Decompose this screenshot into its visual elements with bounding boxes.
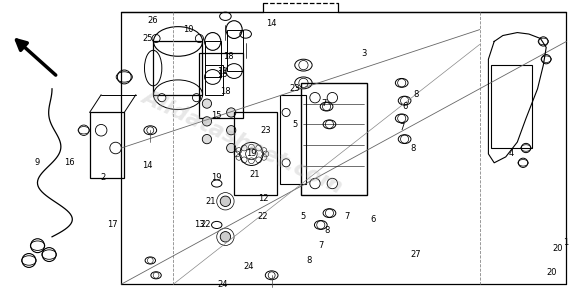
Circle shape [227, 143, 236, 153]
Text: 20: 20 [547, 268, 557, 277]
Bar [280, 95, 306, 184]
Text: 12: 12 [258, 194, 268, 203]
Text: 19: 19 [212, 173, 222, 182]
Bar [90, 112, 124, 178]
Text: 6: 6 [370, 215, 376, 223]
Circle shape [220, 196, 231, 207]
Text: 9: 9 [35, 158, 40, 167]
Text: 23: 23 [261, 126, 271, 135]
Text: 15: 15 [217, 70, 228, 78]
Text: 18: 18 [220, 87, 231, 96]
Text: 7: 7 [344, 212, 350, 221]
Bar [491, 65, 532, 148]
Circle shape [202, 117, 212, 126]
Text: 14: 14 [142, 161, 153, 170]
Text: 5: 5 [301, 212, 306, 221]
Text: 4: 4 [509, 149, 514, 158]
Text: 24: 24 [217, 280, 228, 289]
Text: 21: 21 [206, 197, 216, 206]
Text: 7: 7 [399, 123, 405, 132]
Text: 5: 5 [292, 120, 298, 129]
Text: 17: 17 [108, 221, 118, 229]
Text: 22: 22 [258, 212, 268, 221]
Text: 14: 14 [266, 19, 277, 28]
Text: 23: 23 [290, 84, 300, 93]
Bar [205, 65, 223, 95]
Text: 11: 11 [217, 67, 228, 75]
Text: 16: 16 [64, 158, 75, 167]
Bar [301, 83, 367, 195]
Text: 18: 18 [223, 52, 234, 61]
Text: 7: 7 [318, 241, 324, 250]
Text: 19: 19 [246, 149, 257, 158]
Text: 7: 7 [321, 99, 327, 108]
Circle shape [227, 126, 236, 135]
Bar [205, 41, 221, 77]
Text: 24: 24 [243, 262, 254, 271]
Text: 25: 25 [142, 34, 153, 43]
Bar [227, 30, 243, 71]
Text: 10: 10 [183, 25, 193, 34]
Text: 6: 6 [402, 102, 407, 111]
Text: 8: 8 [410, 144, 416, 152]
Circle shape [202, 134, 212, 144]
Text: 22: 22 [200, 221, 210, 229]
Text: 15: 15 [212, 111, 222, 120]
Text: 8: 8 [324, 226, 329, 235]
Text: 2: 2 [100, 173, 106, 182]
Text: 8: 8 [306, 256, 312, 265]
Text: 3: 3 [361, 49, 367, 58]
Circle shape [202, 99, 212, 108]
Text: 13: 13 [194, 221, 205, 229]
Text: 27: 27 [411, 250, 421, 259]
Text: 21: 21 [249, 170, 260, 179]
Text: 26: 26 [148, 16, 158, 25]
Text: 20: 20 [553, 244, 563, 253]
Circle shape [220, 231, 231, 242]
Bar [234, 112, 277, 195]
Text: 8: 8 [413, 90, 419, 99]
Circle shape [227, 108, 236, 117]
Bar [153, 41, 202, 95]
Bar [199, 53, 243, 118]
Text: Alldatasheet.com: Alldatasheet.com [139, 87, 346, 197]
Text: 1: 1 [562, 238, 568, 247]
